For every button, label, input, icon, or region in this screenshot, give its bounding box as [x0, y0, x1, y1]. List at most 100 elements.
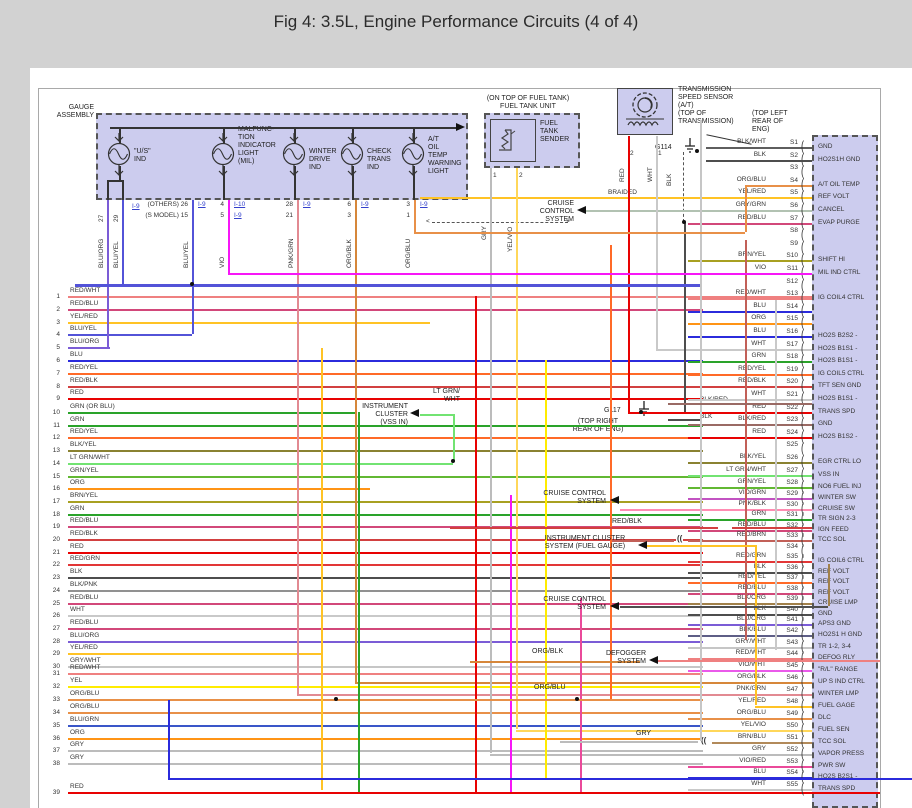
ecm-pin-function-label: TR SIGN 2-3 [818, 515, 856, 523]
ecm-pin-function-label: TCC SOL [818, 737, 847, 745]
left-wire-color-label: GRN [70, 504, 85, 512]
ecm-pin-function-label: TCC SOL [818, 536, 847, 544]
g117-wire-bot-label: BLK [700, 413, 713, 420]
ecm-pin-bracket: ( [801, 440, 804, 456]
ecm-pin-bracket: ( [801, 709, 804, 725]
connector-ref-link[interactable]: I-9 [198, 201, 206, 208]
left-pin-number: 23 [52, 574, 60, 582]
ecm-pin-bracket: ( [801, 390, 804, 406]
callout-arrow-icon [638, 541, 647, 549]
g117-ground-icon [639, 401, 649, 416]
ecm-pin-bracket: ( [801, 721, 804, 737]
ecm-pin-bracket: ( [801, 151, 804, 167]
ecm-pin-id: S6 [790, 202, 798, 209]
lamp-feed-line [223, 127, 225, 144]
wire-segment [68, 398, 703, 401]
wire-segment [68, 462, 453, 465]
ecm-pin-bracket: ( [801, 289, 804, 305]
instrument-cluster-fuel-callout: INSTRUMENT CLUSTER SYSTEM (FUEL GAUGE) [544, 535, 626, 551]
ecm-pin-function-label: HO2S B1S1 - [818, 395, 858, 402]
wire-segment [355, 200, 357, 682]
ecm-pin-id: S21 [786, 391, 798, 398]
left-wire-color-label: RED/WHT [70, 287, 101, 294]
wire-segment [688, 571, 812, 574]
ecm-pin-id: S48 [786, 698, 798, 705]
gauge-pin-number: 28 [285, 201, 293, 208]
wire-segment [688, 310, 812, 313]
ecm-pin-id: S46 [786, 674, 798, 682]
ecm-pin-bracket: ( [801, 638, 804, 653]
left-wire-color-label: RED/BLU [70, 299, 99, 307]
lamp-out-line [352, 166, 354, 200]
fuel-tank-sender-label: FUEL TANK SENDER [540, 120, 570, 144]
wire-segment [453, 414, 455, 462]
wire-segment [620, 508, 812, 511]
ecm-pin-function-label: TR 1-2, 3-4 [818, 642, 851, 650]
ecm-pin-bracket: ( [801, 251, 804, 267]
lamp-feed-line [294, 127, 296, 144]
wire-segment [192, 200, 194, 334]
ecm-wire-color-label: WHT [751, 780, 766, 788]
left-wire-color-label: YEL [70, 676, 83, 684]
left-pin-number: 1 [56, 293, 60, 300]
ecm-pin-function-label: HO2S B2S1 - [818, 773, 858, 781]
ecm-pin-function-label: HO2S B2S2 - [818, 332, 858, 339]
connector-ref-link[interactable]: I-9 [361, 201, 369, 208]
lamp-split-line [107, 180, 122, 182]
left-pin-number: 18 [52, 510, 60, 518]
wire-segment [122, 200, 124, 284]
wire-segment [585, 210, 812, 212]
connector-ref-link[interactable]: I-10 [234, 201, 246, 208]
ecm-pin-bracket: ( [801, 428, 804, 444]
ecm-pin-id: S30 [786, 500, 798, 508]
ecm-pin-bracket: ( [801, 377, 804, 393]
wire-segment [168, 778, 912, 780]
ecm-wire-color-label: RED/BLU [737, 520, 766, 528]
connector-ref-link[interactable]: I-9 [420, 201, 428, 208]
wire-segment [470, 661, 640, 663]
wire-segment [516, 168, 518, 729]
ecm-pin-function-label: DLC [818, 713, 832, 721]
ecm-pin-id: S33 [786, 532, 798, 540]
wire-segment [68, 564, 703, 567]
ecm-wire-color-label: BLK [753, 604, 766, 612]
ecm-pin-bracket: ( [801, 563, 804, 579]
left-wire-color-label: BLK [70, 568, 83, 576]
junction-dot [451, 459, 455, 463]
ecm-pin-id: S29 [786, 490, 798, 498]
ecm-wire-color-label: VIO/WHT [738, 661, 766, 669]
connector-ref-link[interactable]: I-9 [234, 212, 242, 219]
ecm-wire-color-label: BLK/BLU [739, 625, 766, 633]
ecm-pin-id: S11 [786, 265, 798, 272]
ecm-pin-id: S25 [786, 441, 798, 449]
wire-segment [688, 298, 812, 301]
ecm-pin-id: S49 [786, 709, 798, 717]
wire-segment [68, 424, 703, 427]
ecm-pin-id: S20 [786, 378, 798, 386]
wire-segment [297, 694, 812, 697]
ecm-pin-bracket: ( [801, 733, 804, 749]
ecm-wire-color-label: GRN/YEL [737, 478, 766, 486]
connector-ref-link[interactable]: I-9 [303, 201, 311, 208]
connector-ref-link[interactable]: I-9 [132, 203, 140, 210]
left-pin-number: 25 [52, 599, 60, 607]
ecm-wire-color-label: BLK [753, 562, 766, 570]
wire-segment [688, 634, 812, 637]
ecm-pin-bracket: ( [801, 478, 804, 494]
wire-segment [68, 347, 110, 350]
lamp-out-line [119, 166, 121, 180]
sensor-pin2-number: 1 [658, 150, 662, 157]
wire-segment [490, 753, 812, 756]
diagram-border-right [880, 88, 881, 808]
wire-segment [706, 159, 812, 162]
ecm-pin-bracket: ( [801, 314, 804, 330]
wire-segment [745, 240, 747, 640]
ecm-pin-id: S35 [786, 553, 798, 561]
ecm-wire-color-label: GRY/GRN [735, 201, 766, 208]
ecm-wire-color-label: BLU [753, 768, 766, 776]
ecm-pin-function-label: TRANS SPD [818, 785, 856, 793]
g117-location-label: (TOP RIGHT REAR OF ENG) [572, 418, 624, 434]
wire-segment [68, 750, 703, 753]
ecm-pin-function-label: REF VOLT [818, 193, 850, 201]
left-pin-number: 30 [52, 663, 60, 670]
